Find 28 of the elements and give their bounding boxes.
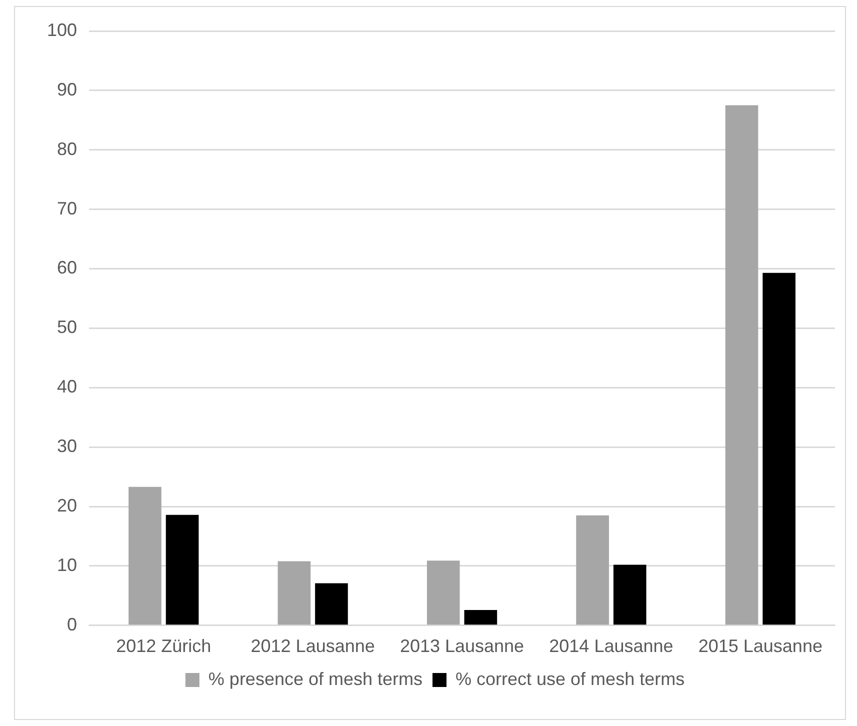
y-tick-label: 10 [57, 554, 78, 575]
legend-label: % presence of mesh terms [208, 668, 423, 689]
bar [426, 560, 460, 625]
y-tick-label: 100 [46, 20, 78, 40]
y-tick-label: 0 [67, 614, 78, 634]
bar [613, 564, 646, 625]
x-tick-label: 2015 Lausanne [698, 636, 822, 656]
y-tick-label: 90 [57, 79, 78, 100]
y-tick-label: 30 [57, 436, 78, 456]
y-tick-label: 60 [57, 258, 78, 278]
x-tick-label: 2014 Lausanne [549, 636, 674, 656]
bar [464, 610, 498, 625]
y-tick-label: 40 [57, 376, 78, 397]
y-tick-label: 50 [57, 317, 78, 338]
bar [725, 105, 758, 625]
x-tick-label: 2013 Lausanne [400, 636, 524, 656]
bar [166, 514, 199, 625]
y-tick-label: 80 [57, 138, 78, 159]
bar [762, 272, 796, 625]
y-tick-label: 70 [57, 198, 78, 218]
legend-label: % correct use of mesh terms [456, 668, 685, 689]
x-tick-label: 2012 Zürich [116, 636, 212, 656]
bar [278, 561, 311, 625]
y-tick-label: 20 [57, 495, 78, 516]
bar [128, 486, 162, 625]
bar [315, 583, 348, 625]
x-tick-label: 2012 Lausanne [250, 636, 375, 656]
bar [576, 515, 609, 625]
